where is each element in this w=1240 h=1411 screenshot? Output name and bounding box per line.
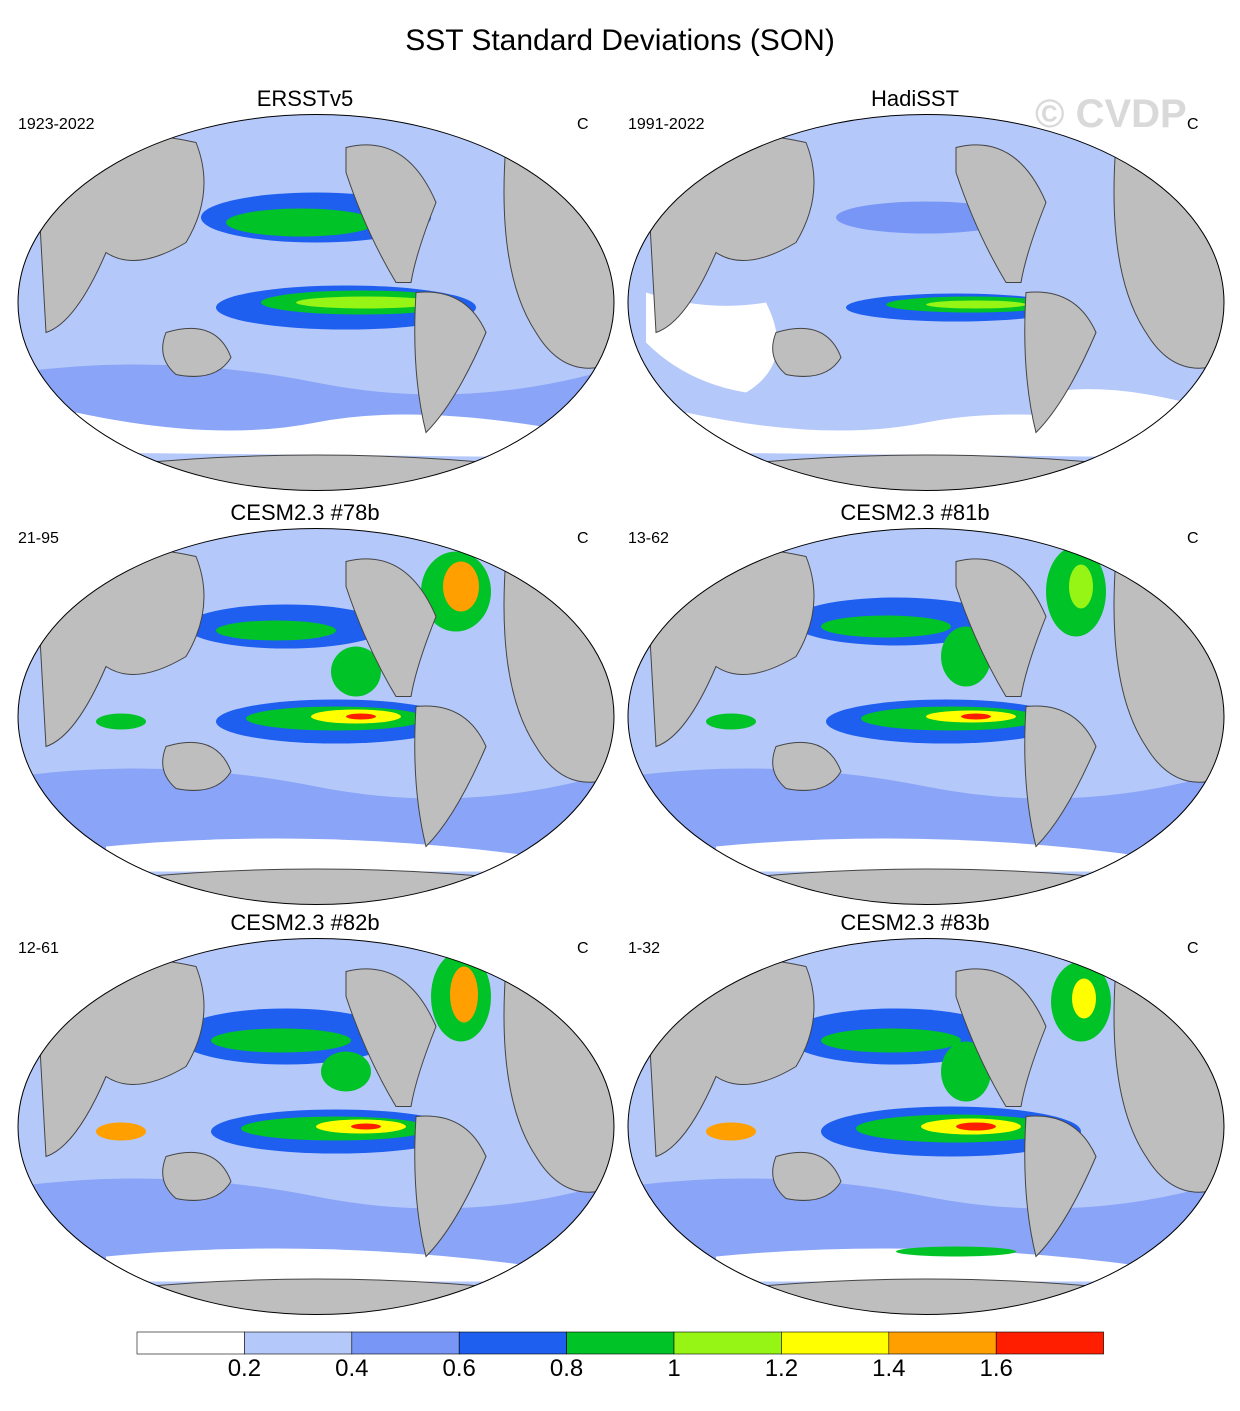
- colorbar-box: [244, 1331, 353, 1355]
- map-panel-cesm-82b: CESM2.3 #82b 12-61 C: [0, 910, 615, 1320]
- sst-map: [627, 114, 1225, 491]
- watermark: © CVDP: [1035, 92, 1187, 136]
- panel-title: ERSSTv5: [256, 86, 354, 111]
- panel-period: 1923-2022: [18, 116, 95, 133]
- colorbar-box: [458, 1331, 567, 1355]
- colorbar-box: [566, 1331, 675, 1355]
- sst-map: [17, 114, 615, 491]
- panel-period: 1-32: [628, 940, 661, 957]
- panel-title: CESM2.3 #83b: [840, 910, 990, 935]
- colorbar-tick-label: 1: [667, 1355, 681, 1382]
- panel-title: HadiSST: [870, 86, 960, 111]
- colorbar-tick-label: 0.2: [227, 1355, 262, 1382]
- colorbar-box: [888, 1331, 997, 1355]
- map-panel-hadisst: HadiSST 1991-2022 C: [610, 86, 1225, 496]
- panel-units: C: [577, 530, 589, 547]
- panel-title: CESM2.3 #78b: [230, 500, 380, 525]
- colorbar-tick-label: 1.4: [872, 1355, 906, 1382]
- panel-title: CESM2.3 #82b: [230, 910, 380, 935]
- colorbar-box: [351, 1331, 460, 1355]
- panel-units: C: [1187, 940, 1199, 957]
- map-panel-cesm-83b: CESM2.3 #83b 1-32 C: [610, 910, 1225, 1320]
- map-panel-cesm-81b: CESM2.3 #81b 13-62 C: [610, 500, 1225, 910]
- panel-units: C: [1187, 116, 1199, 133]
- map-panel-ersst: ERSSTv5 1923-2022 C: [0, 86, 615, 496]
- sst-map: [17, 528, 615, 905]
- panel-period: 13-62: [628, 530, 669, 547]
- colorbar-tick-label: 0.8: [549, 1355, 584, 1382]
- panel-period: 12-61: [18, 940, 59, 957]
- panel-title: CESM2.3 #81b: [840, 500, 990, 525]
- sst-map: [627, 528, 1225, 905]
- panel-units: C: [1187, 530, 1199, 547]
- colorbar-box: [781, 1331, 890, 1355]
- colorbar-box: [673, 1331, 782, 1355]
- colorbar-tick-label: 1.6: [979, 1355, 1013, 1382]
- colorbar-tick-label: 1.2: [764, 1355, 799, 1382]
- colorbar-box: [136, 1331, 245, 1355]
- colorbar-tick-label: 0.6: [442, 1355, 476, 1382]
- colorbar-box: [995, 1331, 1104, 1355]
- colorbar-tick-label: 0.4: [335, 1355, 369, 1382]
- panel-units: C: [577, 940, 589, 957]
- sst-map: [17, 938, 615, 1315]
- panel-period: 21-95: [18, 530, 59, 547]
- map-panel-cesm-78b: CESM2.3 #78b 21-95 C: [0, 500, 615, 910]
- panel-period: 1991-2022: [628, 116, 705, 133]
- panel-units: C: [577, 116, 589, 133]
- sst-map: [627, 938, 1225, 1315]
- colorbar: [136, 1331, 1104, 1355]
- figure-title: SST Standard Deviations (SON): [405, 24, 835, 57]
